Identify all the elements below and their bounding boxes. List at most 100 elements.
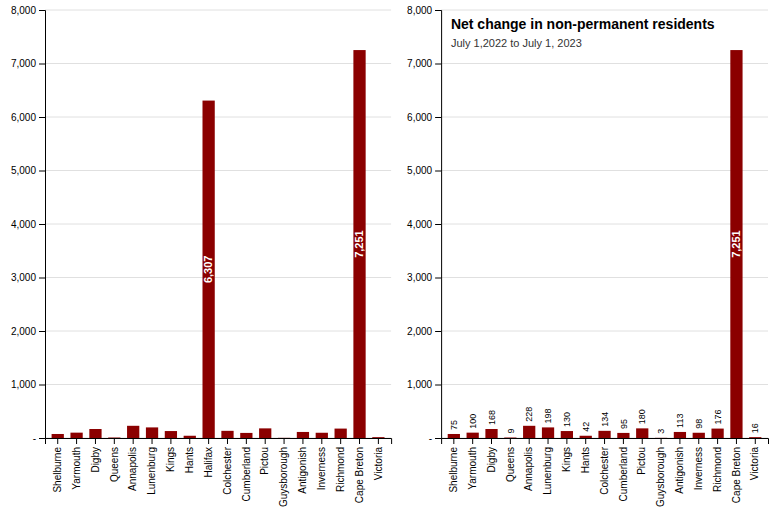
axis-line [39, 11, 46, 439]
tick-mark [170, 438, 171, 444]
x-tick: Halifax [203, 438, 214, 478]
tick-mark [95, 438, 96, 444]
tick-label: Victoria [373, 447, 384, 481]
x-tick: Pictou [636, 438, 647, 475]
tick-mark [246, 438, 247, 444]
tick-mark [39, 438, 45, 439]
data-label: 75 [449, 420, 459, 430]
data-labels: 6,3077,251 [202, 230, 365, 283]
bar [636, 428, 648, 438]
grid-line [441, 224, 768, 225]
tick-mark [566, 438, 567, 444]
tick-mark [604, 438, 605, 444]
y-tick: 6,000 [407, 112, 441, 123]
x-tick: Guysborough [278, 438, 289, 507]
tick-label: 5,000 [407, 165, 432, 176]
tick-label: 3,000 [407, 272, 432, 283]
tick-mark [114, 438, 115, 444]
y-tick: 5,000 [11, 165, 45, 176]
tick-mark [435, 385, 441, 386]
tick-mark [359, 438, 360, 444]
tick-mark [265, 438, 266, 444]
tick-label: - [33, 433, 36, 444]
bar [316, 433, 328, 438]
bar [561, 431, 573, 438]
tick-label: - [429, 433, 432, 444]
bar [165, 431, 177, 438]
bar [127, 426, 139, 438]
tick-label: Annapolis [523, 447, 534, 491]
x-tick: Antigonish [674, 438, 685, 494]
tick-label: Antigonish [674, 447, 685, 494]
tick-label: Cumberland [241, 447, 252, 501]
x-axis: ShelburneYarmouthDigbyQueensAnnapolisLun… [46, 438, 392, 507]
x-tick: Queens [109, 438, 120, 482]
data-label: 3 [656, 429, 666, 434]
grid [441, 10, 768, 438]
tick-mark [133, 438, 134, 444]
tick-mark [435, 438, 441, 439]
y-tick: 8,000 [11, 5, 45, 16]
y-tick: 8,000 [407, 5, 441, 16]
subtitle: July 1,2022 to July 1, 2023 [451, 37, 582, 49]
tick-label: Yarmouth [467, 447, 478, 490]
data-label: 16 [750, 423, 760, 433]
bar [467, 433, 479, 438]
tick-mark [39, 10, 45, 11]
y-tick: 6,000 [11, 112, 45, 123]
bar [202, 101, 214, 438]
y-tick: 7,000 [407, 58, 441, 69]
tick-mark [435, 64, 441, 65]
tick-label: 1,000 [407, 379, 432, 390]
y-tick: 1,000 [407, 379, 441, 390]
x-tick: Inverness [316, 438, 327, 490]
tick-mark [585, 438, 586, 444]
y-axis: -1,0002,0003,0004,0005,0006,0007,0008,00… [11, 5, 46, 444]
data-label: 228 [524, 407, 534, 422]
x-tick: Hants [580, 438, 591, 473]
grid-line [45, 170, 391, 171]
tick-label: 6,000 [11, 112, 36, 123]
bar [70, 433, 82, 438]
tick-label: Cape Breton [731, 447, 742, 503]
data-label: 7,251 [353, 230, 365, 258]
bar [89, 429, 101, 438]
bar [523, 426, 535, 438]
bar [674, 432, 686, 438]
tick-label: 2,000 [11, 326, 36, 337]
tick-mark [39, 64, 45, 65]
axis-line [435, 11, 442, 439]
x-tick: Kings [561, 438, 572, 472]
tick-label: Lunenburg [146, 447, 157, 495]
tick-mark [208, 438, 209, 444]
grid-line [45, 277, 391, 278]
tick-label: Colchester [599, 446, 610, 494]
grid-line [441, 117, 768, 118]
tick-mark [548, 438, 549, 444]
data-label: 7,251 [730, 230, 742, 258]
tick-mark [321, 438, 322, 444]
data-label: 130 [562, 412, 572, 427]
data-label: 168 [487, 410, 497, 425]
tick-mark [623, 438, 624, 444]
data-label: 198 [543, 408, 553, 423]
tick-mark [340, 438, 341, 444]
grid-line [441, 170, 768, 171]
y-tick: - [429, 433, 441, 444]
bar [240, 433, 252, 438]
tick-label: 7,000 [11, 58, 36, 69]
bar [504, 437, 516, 438]
tick-mark [529, 438, 530, 444]
y-axis: -1,0002,0003,0004,0005,0006,0007,0008,00… [407, 5, 442, 444]
tick-label: Richmond [335, 447, 346, 492]
x-tick: Victoria [373, 438, 384, 480]
grid-line [45, 331, 391, 332]
data-label: 100 [468, 414, 478, 429]
tick-mark [435, 171, 441, 172]
x-tick: Yarmouth [71, 438, 82, 490]
x-tick: Colchester [599, 438, 610, 495]
y-tick: 5,000 [407, 165, 441, 176]
bar [542, 427, 554, 438]
y-tick: 3,000 [11, 272, 45, 283]
tick-mark [57, 438, 58, 444]
